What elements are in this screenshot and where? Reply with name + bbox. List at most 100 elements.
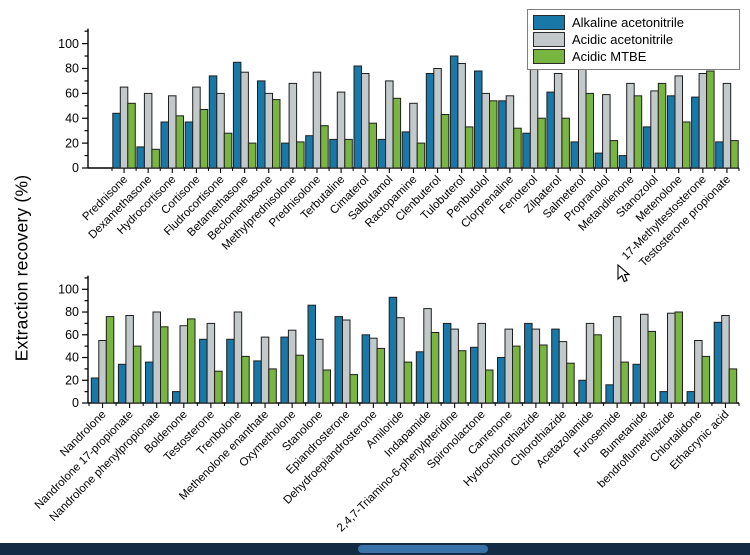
bar [281,142,290,169]
bar [392,97,402,169]
bar [585,322,595,404]
bar [415,351,425,404]
bar [295,354,304,404]
bar [682,121,691,169]
legend-label: Acidic acetonitrile [572,31,674,47]
bar [125,315,134,404]
legend-swatch-acidic-acetonitrile [533,31,565,47]
bar [529,55,539,169]
bar [296,141,305,169]
bar [160,326,169,404]
y-tick-label: 0 [72,161,79,175]
bar [353,65,362,169]
bar [570,141,579,169]
bar [223,132,233,169]
bar [401,131,411,169]
bar [312,71,322,169]
bar [553,73,563,169]
bar [132,345,142,404]
bar [253,360,262,404]
bar [640,313,649,404]
bar [698,73,708,169]
bar [578,66,587,169]
bar [674,75,683,169]
bar [626,82,635,169]
bar [537,117,546,169]
bar [388,296,398,404]
bar [497,357,506,404]
bar [481,92,490,169]
bar [305,135,314,169]
bar [425,73,435,169]
bar [208,75,218,169]
bar [504,328,513,404]
bar [216,92,225,169]
bar [578,379,587,404]
bar [721,315,730,404]
bar [659,391,668,404]
bar [442,322,452,404]
bar [620,361,629,404]
bar [647,330,656,404]
bar [361,73,370,169]
bar [184,121,194,169]
bar [368,122,377,169]
bar [369,337,378,404]
bar [187,318,196,404]
bar [551,328,560,404]
bar [464,126,474,169]
bar [691,96,700,169]
bar [206,322,216,404]
bar [349,374,358,404]
bar [489,100,498,169]
bar [667,95,676,169]
bar [612,316,622,404]
bar [287,329,297,404]
bar-chart: 020406080100PrednisoneDexamethasoneHydro… [33,28,740,534]
bar [268,368,277,404]
bar [531,328,541,404]
bar [344,138,353,169]
bar [336,91,346,169]
y-tick-label: 60 [65,87,79,101]
y-tick-label: 80 [65,305,79,319]
bar [524,322,533,404]
bar [728,368,738,404]
y-tick-label: 100 [58,37,79,51]
bar [117,363,127,404]
y-axis-title: Extraction recovery (%) [11,174,32,362]
y-tick-label: 100 [58,283,79,297]
bottom-scrollbar[interactable] [0,543,750,555]
bar [232,61,242,169]
legend-label: Acidic MTBE [572,48,647,64]
bar [199,338,208,404]
bar [90,377,100,404]
bar [722,82,732,169]
bar [440,114,450,169]
bar [650,90,659,169]
bar [226,338,235,404]
bar [513,127,522,169]
bar [403,361,413,404]
bar [457,63,466,169]
bar [485,369,494,404]
bar [558,341,568,404]
bar [505,95,515,169]
x-category-label: Nandrolone phenylpropionate [48,409,163,524]
legend-row: Alkaline acetonitrile [533,14,734,30]
bar [561,117,570,169]
bar [320,125,329,169]
bar [477,322,486,404]
bar [546,91,555,169]
y-tick-label: 40 [65,351,79,365]
scrollbar-thumb[interactable] [358,545,488,553]
bar [334,316,343,404]
bar [618,155,628,169]
bar [247,142,257,169]
bar [112,112,121,169]
y-tick-label: 60 [65,328,79,342]
legend-swatch-alkaline-acetonitrile [533,14,565,30]
bar [361,334,371,404]
bar [179,325,188,404]
